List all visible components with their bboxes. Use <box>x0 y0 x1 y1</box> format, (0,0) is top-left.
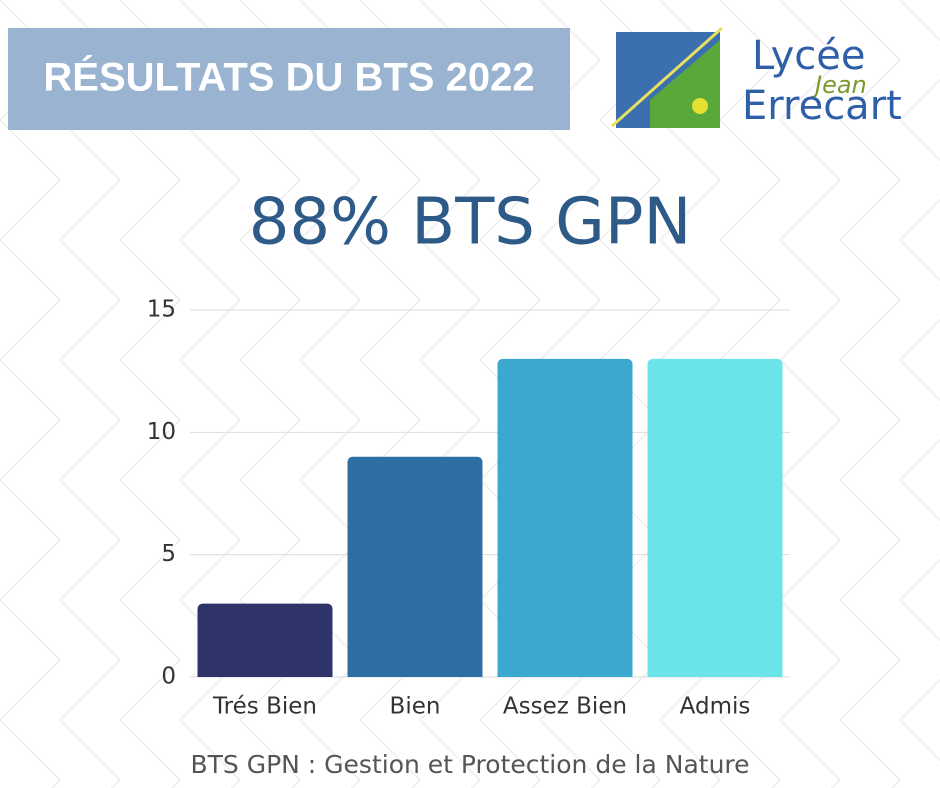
x-tick-label: Bien <box>390 694 441 720</box>
x-tick-label: Admis <box>680 694 751 720</box>
logo-text: Errecart <box>742 83 902 129</box>
bar <box>647 358 783 677</box>
y-tick-label: 10 <box>147 419 176 445</box>
banner <box>8 28 570 130</box>
logo-stroke <box>611 26 723 128</box>
bar <box>497 358 633 677</box>
bar <box>197 603 333 677</box>
y-tick-label: 0 <box>161 664 176 690</box>
bar <box>347 456 483 677</box>
x-tick-label: Trés Bien <box>212 694 317 720</box>
caption: BTS GPN : Gestion et Protection de la Na… <box>190 750 749 779</box>
y-tick-label: 5 <box>161 541 176 567</box>
logo: Lycée Jean Errecart <box>611 26 902 129</box>
logo-text: Jean <box>811 71 867 99</box>
chart-title: 88% BTS GPN <box>249 186 692 260</box>
logo-dot <box>692 98 708 114</box>
banner-text: RÉSULTATS DU BTS 2022 <box>43 55 534 100</box>
logo-text: Lycée <box>752 33 866 79</box>
x-tick-label: Assez Bien <box>503 694 627 720</box>
y-tick-label: 15 <box>147 297 176 323</box>
